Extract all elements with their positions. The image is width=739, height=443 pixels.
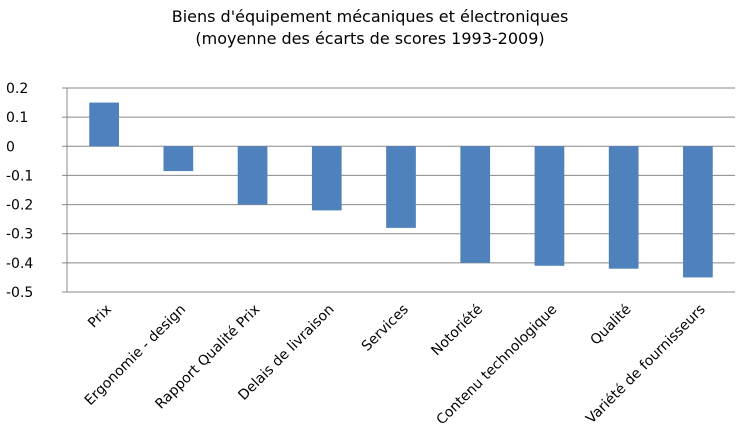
y-tick-label: -0.5 (6, 285, 33, 301)
y-tick-label: 0 (6, 139, 15, 155)
bar (683, 146, 713, 278)
y-tick-label: -0.4 (6, 256, 33, 272)
y-tick-label: -0.1 (6, 168, 33, 184)
y-tick-label: -0.3 (6, 227, 33, 243)
chart-title: Biens d'équipement mécaniques et électro… (172, 7, 569, 26)
bar (608, 146, 639, 269)
bar (460, 146, 491, 263)
bar (534, 146, 565, 266)
bar (163, 146, 194, 172)
bar (311, 146, 342, 211)
y-tick-label: -0.2 (6, 198, 33, 214)
bar (237, 146, 268, 205)
bar (386, 146, 416, 228)
y-tick-label: 0.1 (6, 110, 28, 126)
bar (89, 102, 119, 147)
y-tick-label: 0.2 (6, 81, 28, 97)
chart-subtitle: (moyenne des écarts de scores 1993-2009) (195, 29, 544, 48)
